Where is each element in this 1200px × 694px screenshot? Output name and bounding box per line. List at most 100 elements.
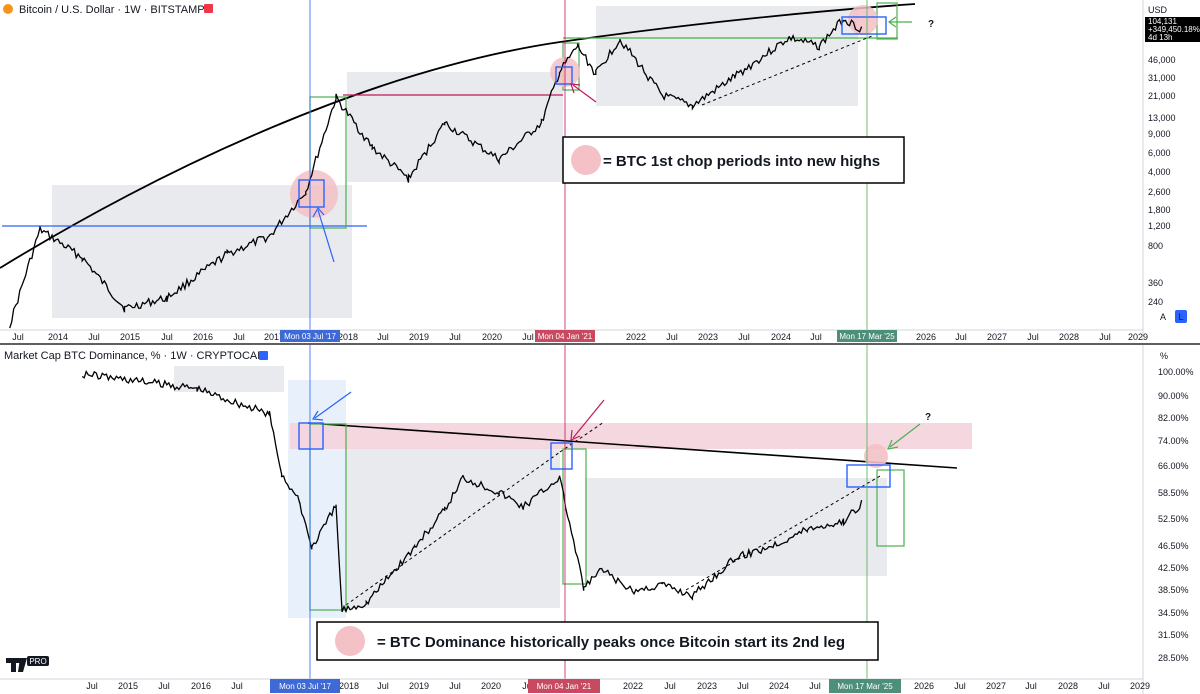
green-box-dom-2021 xyxy=(562,448,587,585)
y-tick-label: 800 xyxy=(1148,241,1163,251)
blue-box-2017 xyxy=(298,179,325,208)
y-tick-label: 1,800 xyxy=(1148,205,1171,215)
x-tick-label: 2020 xyxy=(482,332,502,342)
blue-box-dom-2025 xyxy=(846,464,891,488)
x-tick-label: 2027 xyxy=(987,332,1007,342)
x-tick-label: 2014 xyxy=(48,332,68,342)
percent-unit-label: % xyxy=(1160,351,1168,361)
top-panel-title: Bitcoin / U.S. Dollar · 1W · BITSTAMP xyxy=(19,4,205,16)
y-tick-label: 34.50% xyxy=(1158,608,1189,618)
bitcoin-icon xyxy=(3,4,13,14)
blue-box-dom-2021 xyxy=(550,442,573,470)
price-tag-price: 104,131 xyxy=(1148,17,1177,26)
x-tick-label: 2027 xyxy=(986,681,1006,691)
y-tick-label: 240 xyxy=(1148,297,1163,307)
range-box-blue-2017 xyxy=(288,380,346,618)
dom-y-axis[interactable]: 100.00% 90.00% 82.00% 74.00% 66.00% 58.50% 52.… xyxy=(1158,367,1194,663)
x-tick-label: Jul xyxy=(955,332,967,342)
x-tick-label: Jul xyxy=(158,681,170,691)
svg-text:L: L xyxy=(1178,312,1183,322)
x-tick-label: 2022 xyxy=(626,332,646,342)
svg-text:Mon 03 Jul '17: Mon 03 Jul '17 xyxy=(284,332,336,341)
x-tick-label: 2019 xyxy=(409,681,429,691)
dom-x-axis[interactable]: Jul 2015 Jul 2016 Jul 2018 Jul 2019 Jul 2020 Jul 20… xyxy=(86,681,1150,691)
x-tick-label: 2020 xyxy=(481,681,501,691)
x-tick-label: Jul xyxy=(449,681,461,691)
arrow-red-top xyxy=(572,84,597,103)
x-tick-label: Jul xyxy=(88,332,100,342)
y-tick-label: 90.00% xyxy=(1158,391,1189,401)
x-tick-label: Jul xyxy=(522,332,534,342)
marker-tag-jan21-top xyxy=(535,330,595,342)
svg-text:Mon 17 Mar '25: Mon 17 Mar '25 xyxy=(839,332,895,341)
svg-text:PRO: PRO xyxy=(29,657,46,666)
legend-circle-top xyxy=(571,145,601,175)
range-box-2022 xyxy=(596,6,858,106)
log-growth-curve xyxy=(0,3,916,269)
x-tick-label: 2016 xyxy=(193,332,213,342)
legend-box-dom xyxy=(316,621,879,661)
svg-text:Mon 04 Jan '21: Mon 04 Jan '21 xyxy=(538,332,593,341)
x-tick-label: 2024 xyxy=(771,332,791,342)
x-tick-label: Jul xyxy=(737,681,749,691)
x-tick-label: Jul xyxy=(1099,332,1111,342)
legend-text-dom: = BTC Dominance historically peaks once … xyxy=(377,634,845,651)
blue-box-2025 xyxy=(841,16,887,35)
question-mark-dom: ? xyxy=(925,412,931,423)
dashed-trendline-top xyxy=(701,35,873,106)
log-scale-button[interactable] xyxy=(1175,310,1187,323)
pink-circle-2017 xyxy=(290,170,338,218)
flag-icon-top[interactable] xyxy=(204,4,213,13)
dominance-panel[interactable]: ? = BTC Dominance historically peaks onc… xyxy=(0,345,1194,694)
x-tick-label: 2026 xyxy=(914,681,934,691)
x-tick-label: 2026 xyxy=(916,332,936,342)
x-tick-label: Jul xyxy=(231,681,243,691)
y-tick-label: 82.00% xyxy=(1158,413,1189,423)
x-tick-label: Jul xyxy=(233,332,245,342)
blue-box-2021 xyxy=(555,66,573,85)
top-x-axis[interactable]: Jul 2014 Jul 2015 Jul 2016 Jul 2017 2018 Jul 2019 J… xyxy=(12,332,1148,342)
flag-icon-dom[interactable] xyxy=(259,351,268,360)
top-y-axis[interactable]: 46,000 31,000 21,000 13,000 9,000 6,000 4,000 2… xyxy=(1148,55,1176,307)
btc-price-panel[interactable]: ? = BTC 1st chop periods into new highs … xyxy=(0,0,1200,342)
x-tick-label: Jul xyxy=(449,332,461,342)
marker-tag-jan21-dom xyxy=(528,679,600,693)
x-tick-label: Jul xyxy=(1027,332,1039,342)
arrow-green-dom xyxy=(889,423,921,448)
range-box-2022-dom xyxy=(585,478,887,576)
y-tick-label: 4,000 xyxy=(1148,167,1171,177)
x-tick-label: 2015 xyxy=(120,332,140,342)
tradingview-logo: PRO xyxy=(6,656,49,672)
y-tick-label: 52.50% xyxy=(1158,514,1189,524)
x-tick-label: 2017 xyxy=(264,332,284,342)
x-tick-label: 2018 xyxy=(338,332,358,342)
x-tick-label: 2016 xyxy=(191,681,211,691)
y-tick-label: 1,200 xyxy=(1148,221,1171,231)
x-tick-label: Jul xyxy=(809,681,821,691)
svg-text:Mon 17 Mar '25: Mon 17 Mar '25 xyxy=(837,682,893,691)
svg-text:Mon 03 Jul '17: Mon 03 Jul '17 xyxy=(279,682,331,691)
x-tick-label: Jul xyxy=(954,681,966,691)
x-tick-label: Jul xyxy=(377,332,389,342)
dom-panel-title: Market Cap BTC Dominance, % · 1W · CRYPT… xyxy=(4,350,265,362)
y-tick-label: 13,000 xyxy=(1148,113,1176,123)
x-tick-label: Jul xyxy=(12,332,24,342)
x-tick-label: 2028 xyxy=(1058,681,1078,691)
y-tick-label: 31,000 xyxy=(1148,73,1176,83)
y-tick-label: 42.50% xyxy=(1158,563,1189,573)
legend-text-top: = BTC 1st chop periods into new highs xyxy=(603,153,880,170)
dashed-trendline-1 xyxy=(345,451,561,606)
y-tick-label: 100.00% xyxy=(1158,367,1194,377)
y-tick-label: 38.50% xyxy=(1158,585,1189,595)
price-tag-countdown: 4d 13h xyxy=(1148,33,1172,42)
y-tick-label: 9,000 xyxy=(1148,129,1171,139)
arrow-blue-top xyxy=(317,209,335,263)
svg-text:Mon 04 Jan '21: Mon 04 Jan '21 xyxy=(537,682,592,691)
x-tick-label: 2015 xyxy=(118,681,138,691)
auto-scale-button[interactable]: A xyxy=(1160,312,1166,322)
y-tick-label: 31.50% xyxy=(1158,630,1189,640)
y-tick-label: 6,000 xyxy=(1148,148,1171,158)
y-tick-label: 46,000 xyxy=(1148,55,1176,65)
